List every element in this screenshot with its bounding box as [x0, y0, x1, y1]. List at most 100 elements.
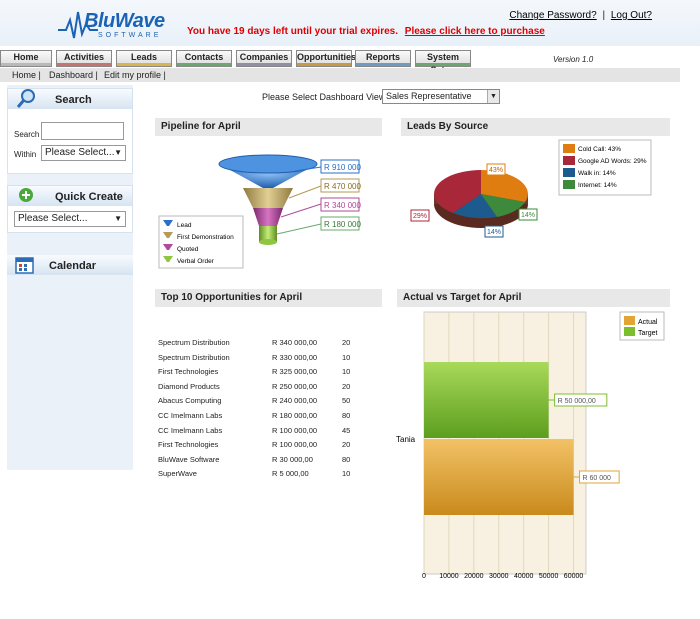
legend-swatch-target — [624, 327, 635, 336]
tab-system-setup[interactable]: System Setup — [415, 50, 471, 75]
pie-legend-cold-call: Cold Call: 43% — [578, 146, 621, 153]
pie-legend-swatch-google-ad-words — [563, 156, 575, 165]
tab-contacts[interactable]: Contacts — [176, 50, 232, 67]
tab-label: Opportunities — [297, 52, 356, 62]
search-input[interactable] — [41, 122, 124, 140]
pie-slice-google-ad-words — [434, 170, 481, 213]
opp-probability: 80 — [342, 454, 351, 464]
tab-leads[interactable]: Leads — [116, 50, 172, 67]
pie-label-box-internet — [518, 208, 538, 221]
funnel-legend-quoted: Quoted — [177, 246, 199, 253]
funnel-legend — [158, 215, 244, 269]
funnel-value-box-verbal-order — [320, 216, 360, 231]
tab-reports[interactable]: Reports — [355, 50, 411, 67]
funnel-legend-swatch-verbal-order — [163, 256, 173, 262]
pie-label-box-walk-in — [484, 225, 504, 238]
logo-text: BluWave — [84, 10, 165, 32]
opp-amount: R 250 000,00 — [272, 381, 318, 391]
tab-label: Reports — [365, 52, 400, 62]
main-nav: Home Activities Leads Contacts Companies… — [0, 50, 700, 75]
tab-companies[interactable]: Companies — [236, 50, 292, 67]
funnel-value-verbal-order: R 180 000 — [324, 220, 361, 229]
bar-actual — [424, 439, 574, 515]
pie-legend-internet: Internet: 14% — [578, 182, 617, 189]
pie-slice-cold-call — [481, 170, 528, 202]
magnifier-icon — [16, 89, 35, 108]
within-select[interactable]: Please Select... ▼ — [41, 145, 126, 161]
subnav-home[interactable]: Home | — [12, 70, 41, 80]
funnel-legend-swatch-lead — [163, 220, 173, 226]
pie-slice-walk-in — [453, 194, 497, 219]
opp-name: Diamond Products — [158, 381, 220, 391]
legend-swatch-actual — [624, 316, 635, 325]
bluwave-logo[interactable]: BluWave SOFTWARE — [58, 6, 178, 44]
opp-name: CC Imelmann Labs — [158, 425, 223, 435]
sidebar: Search Search Within Please Select... ▼ … — [7, 85, 133, 470]
tab-activities[interactable]: Activities — [56, 50, 112, 67]
opp-amount: R 325 000,00 — [272, 367, 318, 377]
tab-home[interactable]: Home — [0, 50, 52, 67]
dashboard-view-value: Sales Representative — [386, 91, 472, 101]
quick-create-section: Quick Create Please Select... ▼ — [7, 185, 133, 233]
legend-target: Target — [638, 330, 658, 337]
funnel-legend-swatch-quoted — [163, 244, 173, 250]
opp-amount: R 240 000,00 — [272, 396, 318, 406]
funnel-leader-verbal-order — [276, 223, 322, 235]
legend-actual: Actual — [638, 319, 658, 326]
funnel-stage-first-demonstration — [243, 188, 293, 208]
actual-vs-target-chart: R 50 000,00 R 60 000 0 10000 20000 30000 4000… — [396, 311, 665, 580]
funnel-stage-quoted — [253, 208, 283, 226]
tab-label: Home — [13, 52, 39, 62]
bar-actual-value-label: R 60 000 — [583, 475, 612, 482]
pie-legend-swatch-walk-in — [563, 168, 575, 177]
pie-label-box-cold-call — [486, 163, 506, 176]
category-label-tania: Tania — [396, 435, 416, 444]
trial-notice: You have 19 days left until your trial e… — [187, 26, 545, 37]
opp-probability: 10 — [342, 352, 351, 362]
tab-label: Leads — [130, 52, 157, 62]
pie-label-walk-in: 14% — [487, 229, 501, 236]
pipeline-funnel-chart: R 910 000 R 470 000 R 340 000 R 180 000 … — [158, 154, 361, 269]
change-password-link[interactable]: Change Password? — [509, 10, 597, 21]
pie-legend-swatch-cold-call — [563, 144, 575, 153]
funnel-legend-swatch-first-demonstration — [163, 232, 173, 238]
purchase-link[interactable]: Please click here to purchase — [404, 26, 545, 37]
funnel-top-rim — [218, 154, 318, 174]
tab-opportunities[interactable]: Opportunities — [296, 50, 356, 67]
opp-name: Spectrum Distribution — [158, 352, 230, 362]
opp-name: Spectrum Distribution — [158, 338, 230, 347]
subnav-dashboard[interactable]: Dashboard | — [49, 70, 98, 80]
calendar-title: Calendar — [49, 260, 97, 272]
opp-amount: R 340 000,00 — [272, 338, 318, 347]
top10-panel-title: Top 10 Opportunities for April — [155, 289, 382, 307]
search-label: Search — [14, 130, 40, 139]
opp-probability: 45 — [342, 425, 351, 435]
opp-probability: 10 — [342, 469, 351, 479]
dashboard-view-select[interactable]: Sales Representative ▼ — [382, 89, 500, 104]
add-icon — [19, 188, 33, 202]
bar-actual-value-box — [579, 470, 620, 484]
leads-source-panel-title: Leads By Source — [401, 118, 670, 136]
tab-label: Activities — [63, 52, 105, 62]
pie-label-google-ad-words: 29% — [413, 213, 427, 220]
opp-name: BluWave Software — [158, 454, 220, 464]
funnel-value-first-demonstration: R 470 000 — [324, 182, 361, 191]
calendar-header[interactable]: Calendar — [7, 255, 133, 275]
logout-link[interactable]: Log Out? — [610, 10, 652, 21]
subnav-edit-profile[interactable]: Edit my profile | — [104, 70, 166, 80]
tab-label: Contacts — [184, 52, 224, 62]
opp-probability: 10 — [342, 367, 351, 377]
funnel-stage-verbal-order — [259, 226, 277, 242]
within-label: Within — [14, 150, 37, 159]
funnel-leader-lead — [294, 166, 322, 172]
pie-label-cold-call: 43% — [489, 167, 503, 174]
funnel-value-box-first-demonstration — [320, 178, 360, 193]
dashboard-view-label: Please Select Dashboard View — [262, 92, 386, 102]
calendar-section[interactable]: Calendar — [7, 255, 133, 277]
calendar-icon — [15, 257, 34, 274]
quick-create-select[interactable]: Please Select... ▼ — [14, 211, 126, 227]
funnel-legend-first-demonstration: First Demonstration — [177, 234, 234, 241]
breadcrumb: Home | Dashboard | Edit my profile | — [0, 68, 680, 82]
pipeline-panel-title: Pipeline for April — [155, 118, 382, 136]
bar-target — [424, 362, 549, 438]
